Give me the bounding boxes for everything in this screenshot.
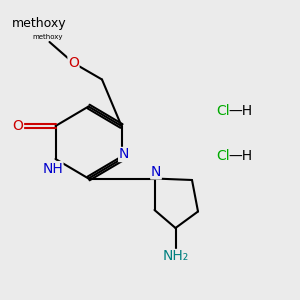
Text: Cl: Cl [216, 104, 230, 118]
Text: methoxy: methoxy [12, 17, 66, 31]
Text: N: N [151, 165, 161, 179]
Text: —H: —H [228, 149, 252, 163]
Text: O: O [13, 119, 23, 133]
Text: NH: NH [42, 162, 63, 176]
Text: O: O [68, 56, 79, 70]
Text: NH₂: NH₂ [162, 250, 189, 263]
Text: —H: —H [228, 104, 252, 118]
Text: Cl: Cl [216, 149, 230, 163]
Text: N: N [119, 148, 129, 161]
Text: methoxy: methoxy [33, 34, 63, 40]
